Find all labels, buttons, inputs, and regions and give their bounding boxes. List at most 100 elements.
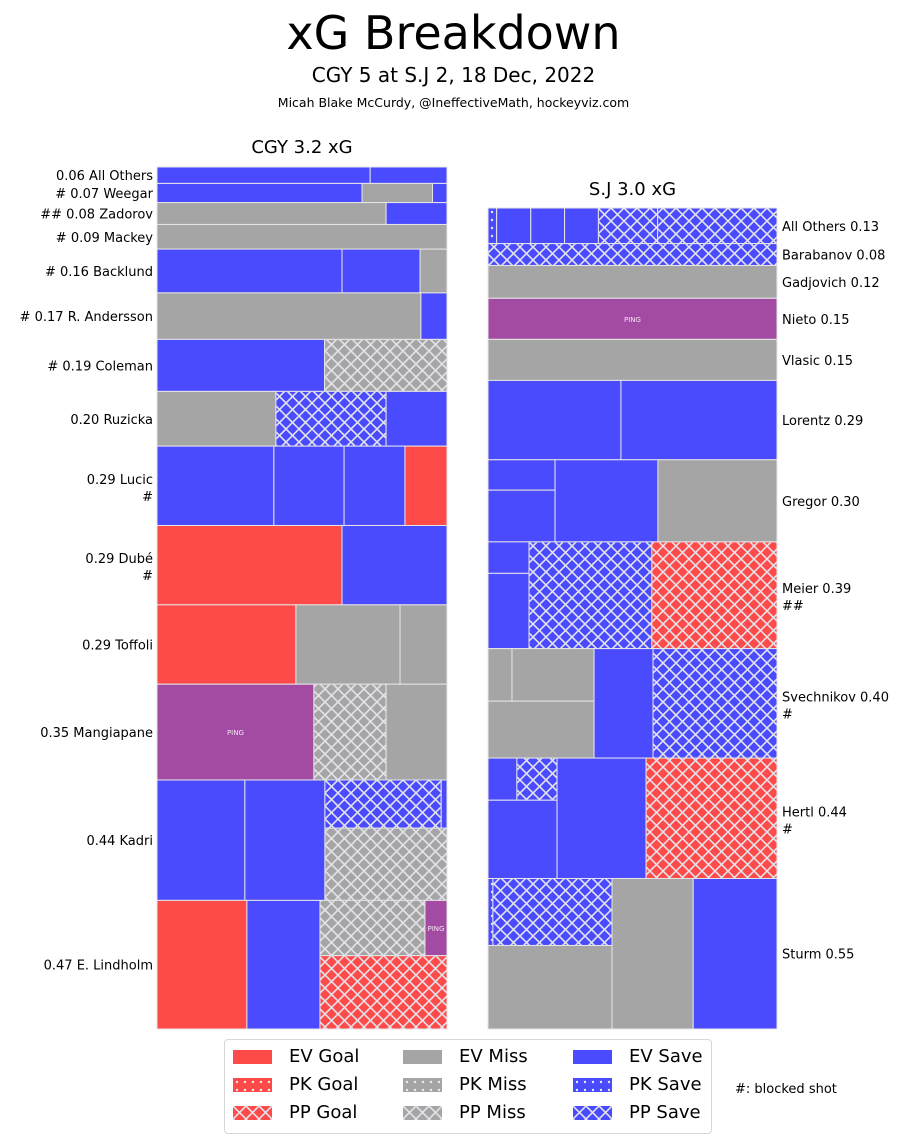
shot-tile-save-ev bbox=[496, 207, 532, 245]
pp-hatch bbox=[517, 758, 557, 800]
player-row: Sturm 0.55 bbox=[487, 877, 854, 1030]
shot-tile-save-ev bbox=[692, 877, 778, 1030]
player-row: Vlasic 0.15 bbox=[487, 338, 853, 381]
shot-tile-save-ev bbox=[487, 379, 622, 461]
legend-label: PK Save bbox=[629, 1074, 702, 1095]
shot-tile-miss-ev bbox=[156, 202, 387, 225]
shot-tile-save-ev bbox=[620, 379, 778, 461]
player-row: # 0.07 Weegar bbox=[55, 182, 448, 204]
shot-tile-miss-ev bbox=[156, 390, 277, 447]
legend-swatch bbox=[573, 1105, 612, 1120]
player-row: PING Nieto 0.15 bbox=[487, 297, 849, 340]
shot-tile-save-ev bbox=[385, 390, 448, 447]
shot-tile-save-ev bbox=[420, 292, 448, 340]
pp-hatch bbox=[276, 391, 386, 446]
shot-tile-miss-ev bbox=[385, 683, 448, 781]
shot-tile-save-ev bbox=[487, 459, 556, 491]
legend-label: PP Save bbox=[629, 1102, 701, 1123]
legend-item-ev-save: EV Save bbox=[573, 1046, 703, 1067]
shot-tile-miss-ev bbox=[295, 604, 401, 685]
shot-tile-penalty-ev bbox=[487, 297, 778, 340]
shot-tile-miss-ev bbox=[156, 292, 422, 340]
player-label: Hertl 0.44 # bbox=[782, 805, 847, 837]
player-label: # 0.16 Backlund bbox=[45, 265, 153, 280]
shot-tile-save-ev bbox=[432, 182, 448, 204]
player-label: 0.35 Mangiapane bbox=[40, 726, 153, 741]
legend-item-pp-miss: PP Miss bbox=[403, 1102, 526, 1123]
shot-tile-save-ev bbox=[554, 459, 659, 543]
shot-tile-miss-ev bbox=[511, 648, 595, 702]
shot-tile-save-ev bbox=[156, 445, 275, 526]
legend-item-pk-miss: PK Miss bbox=[403, 1074, 527, 1095]
legend-swatch bbox=[403, 1049, 442, 1064]
penalty-label: PING bbox=[428, 925, 445, 933]
shot-tile-miss-ev bbox=[657, 459, 778, 543]
player-label: Gregor 0.30 bbox=[782, 495, 860, 510]
shot-tile-miss-ev bbox=[399, 604, 448, 685]
player-label: Nieto 0.15 bbox=[782, 313, 849, 328]
shot-tile-save-ev bbox=[244, 779, 326, 901]
penalty-label: PING bbox=[624, 316, 641, 324]
player-label: 0.20 Ruzicka bbox=[70, 413, 153, 428]
legend-item-pp-goal: PP Goal bbox=[233, 1102, 357, 1123]
shot-tile-save-ev bbox=[273, 445, 345, 526]
player-row: Barabanov 0.08 bbox=[487, 243, 885, 266]
pp-hatch bbox=[320, 900, 425, 956]
legend-swatch bbox=[403, 1105, 442, 1120]
player-row: 0.29 Dubé # bbox=[85, 524, 448, 606]
player-label: Meier 0.39 ## bbox=[782, 582, 851, 614]
shot-tile-miss-ev bbox=[487, 338, 778, 381]
shot-tile-goal-ev bbox=[156, 604, 297, 685]
legend-swatch bbox=[233, 1077, 272, 1092]
pp-hatch bbox=[653, 649, 777, 758]
shot-tile-save-ev bbox=[156, 338, 326, 392]
sj-treemap: All Others 0.13 Barabanov 0.08 Gadjovich 0… bbox=[487, 207, 889, 1030]
pp-hatch bbox=[320, 956, 447, 1029]
player-row: Gadjovich 0.12 bbox=[487, 264, 880, 299]
cgy-panel-title: CGY 3.2 xG bbox=[251, 137, 353, 158]
pk-dots bbox=[488, 878, 493, 945]
shot-tile-save-ev bbox=[487, 541, 530, 574]
shot-tile-save-ev bbox=[341, 524, 448, 606]
player-row: # 0.19 Coleman bbox=[47, 338, 448, 392]
shot-tile-goal-ev bbox=[404, 445, 448, 526]
shot-tile-miss-ev bbox=[611, 877, 694, 1030]
pp-hatch bbox=[646, 758, 777, 878]
legend-item-ev-miss: EV Miss bbox=[403, 1046, 528, 1067]
legend-swatch bbox=[233, 1049, 272, 1064]
credit-line: Micah Blake McCurdy, @IneffectiveMath, h… bbox=[277, 95, 630, 110]
legend-swatch bbox=[573, 1077, 612, 1092]
shot-tile-save-ev bbox=[487, 757, 518, 801]
player-row: # 0.09 Mackey bbox=[56, 223, 448, 250]
pp-hatch bbox=[529, 542, 652, 649]
player-label: # 0.07 Weegar bbox=[55, 187, 153, 202]
blocked-shot-note: #: blocked shot bbox=[735, 1082, 837, 1097]
player-row: ## 0.08 Zadorov bbox=[40, 202, 448, 225]
game-subtitle: CGY 5 at S.J 2, 18 Dec, 2022 bbox=[311, 63, 596, 87]
legend: EV Goal PK Goal PP Goal EV Miss PK Miss PP Mi… bbox=[224, 1039, 712, 1134]
player-label: Barabanov 0.08 bbox=[782, 249, 885, 264]
player-row: 0.06 All Others bbox=[56, 166, 448, 184]
player-row: 0.44 Kadri bbox=[86, 779, 448, 901]
player-label: Gadjovich 0.12 bbox=[782, 276, 880, 291]
shot-tile-penalty-ev bbox=[156, 683, 315, 781]
legend-label: PP Miss bbox=[459, 1102, 526, 1123]
shot-tile-save-ev bbox=[440, 779, 448, 829]
shot-tile-save-ev bbox=[530, 207, 566, 245]
player-row: Svechnikov 0.40 # bbox=[487, 648, 889, 759]
legend-label: PK Miss bbox=[459, 1074, 527, 1095]
player-row: 0.29 Lucic # bbox=[87, 445, 448, 526]
chart-title: xG Breakdown bbox=[286, 6, 621, 60]
player-label: Svechnikov 0.40 # bbox=[782, 690, 889, 722]
penalty-label: PING bbox=[227, 729, 244, 737]
legend-swatch bbox=[403, 1077, 442, 1092]
shot-tile-miss-ev bbox=[487, 700, 595, 759]
shot-tile-miss-ev bbox=[487, 944, 613, 1030]
legend-label: PK Goal bbox=[289, 1074, 359, 1095]
shot-tile-save-ev bbox=[246, 899, 321, 1030]
sj-panel-title: S.J 3.0 xG bbox=[588, 179, 677, 200]
legend-label: PP Goal bbox=[289, 1102, 358, 1123]
shot-tile-save-ev bbox=[156, 166, 371, 184]
shot-tile-save-ev bbox=[156, 248, 343, 294]
legend-swatch bbox=[233, 1105, 272, 1120]
